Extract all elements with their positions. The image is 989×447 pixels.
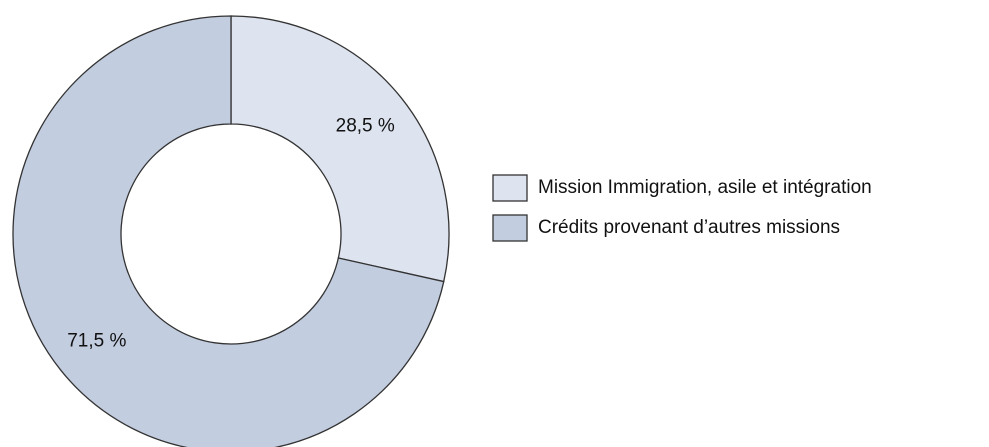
legend-swatch bbox=[492, 214, 528, 242]
value-label: 71,5 % bbox=[67, 331, 126, 352]
donut-slice bbox=[12, 15, 445, 447]
legend-label: Crédits provenant d’autres missions bbox=[538, 217, 840, 238]
legend-label: Mission Immigration, asile et intégratio… bbox=[538, 177, 872, 198]
value-label: 28,5 % bbox=[336, 115, 395, 136]
legend-swatch bbox=[492, 174, 528, 202]
donut-slice bbox=[230, 15, 450, 283]
